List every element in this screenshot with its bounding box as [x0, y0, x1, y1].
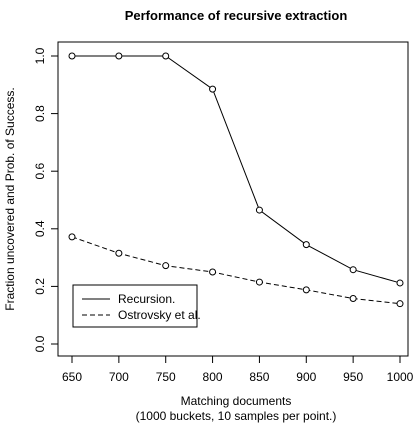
x-tick-label-800: 800	[203, 370, 223, 384]
y-tick-label-0.4: 0.4	[33, 220, 47, 237]
point-recursion-900	[302, 241, 310, 249]
plot-frame	[57, 41, 409, 357]
point-ostrovsky-et-al-850	[255, 278, 263, 286]
y-tick-label-1.0: 1.0	[33, 47, 47, 64]
point-ostrovsky-et-al-950	[349, 294, 357, 302]
point-ostrovsky-et-al-650	[68, 233, 76, 241]
point-ostrovsky-et-al-1000	[396, 300, 404, 308]
series-line-ostrovsky-et-al	[71, 236, 401, 305]
x-tick-label-850: 850	[249, 370, 269, 384]
x-axis: 650 700 750 800 850 900 950 1000	[62, 356, 413, 384]
legend-label-recursion: Recursion.	[118, 292, 175, 306]
x-tick-label-700: 700	[109, 370, 129, 384]
y-axis: 0.0 0.2 0.4 0.6 0.8 1.0	[33, 47, 58, 352]
y-tick-label-0.8: 0.8	[33, 105, 47, 122]
point-recursion-800	[209, 85, 217, 93]
chart-title: Performance of recursive extraction	[125, 8, 348, 23]
y-axis-label: Fraction uncovered and Prob. of Success.	[3, 87, 17, 310]
point-recursion-850	[255, 206, 263, 214]
series-line-recursion	[72, 55, 401, 284]
y-tick-label-0.2: 0.2	[33, 278, 47, 295]
point-ostrovsky-et-al-700	[115, 249, 123, 257]
point-recursion-750	[162, 52, 170, 60]
x-tick-label-750: 750	[156, 370, 176, 384]
x-axis-label: Matching documents	[181, 394, 292, 408]
x-tick-label-650: 650	[62, 370, 82, 384]
x-axis-sublabel: (1000 buckets, 10 samples per point.)	[136, 409, 337, 423]
point-recursion-650	[68, 52, 76, 60]
legend: Recursion. Ostrovsky et al.	[72, 284, 201, 328]
point-ostrovsky-et-al-750	[162, 262, 170, 270]
point-recursion-700	[115, 52, 123, 60]
y-tick-label-0.6: 0.6	[33, 163, 47, 180]
x-tick-label-900: 900	[296, 370, 316, 384]
legend-label-ostrovsky: Ostrovsky et al.	[118, 308, 201, 322]
legend-box	[72, 284, 198, 328]
x-tick-label-950: 950	[343, 370, 363, 384]
point-recursion-1000	[396, 279, 404, 287]
series-layer	[68, 52, 404, 308]
point-ostrovsky-et-al-900	[302, 286, 310, 294]
point-ostrovsky-et-al-800	[209, 268, 217, 276]
point-recursion-950	[349, 266, 357, 274]
x-tick-label-1000: 1000	[387, 370, 413, 384]
y-tick-label-0.0: 0.0	[33, 335, 47, 352]
